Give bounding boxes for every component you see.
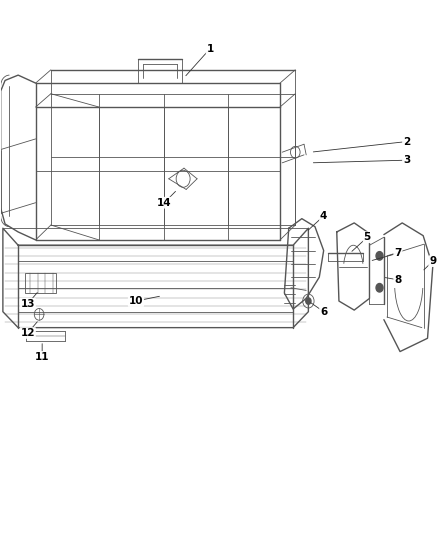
Text: 7: 7 (394, 248, 402, 258)
Text: 10: 10 (129, 296, 143, 306)
Text: 6: 6 (320, 306, 327, 317)
Text: 14: 14 (157, 198, 172, 208)
Text: 1: 1 (207, 44, 214, 53)
Text: 12: 12 (21, 328, 35, 338)
Circle shape (376, 252, 383, 260)
Text: 8: 8 (394, 275, 402, 285)
Text: 5: 5 (364, 232, 371, 243)
Text: 2: 2 (403, 136, 410, 147)
Circle shape (306, 298, 311, 304)
Bar (25, 273, 56, 293)
Circle shape (376, 284, 383, 292)
Text: 13: 13 (21, 298, 35, 309)
Text: 11: 11 (35, 352, 49, 362)
Text: 3: 3 (403, 155, 410, 165)
Text: 4: 4 (320, 211, 327, 221)
Text: 9: 9 (429, 256, 436, 266)
